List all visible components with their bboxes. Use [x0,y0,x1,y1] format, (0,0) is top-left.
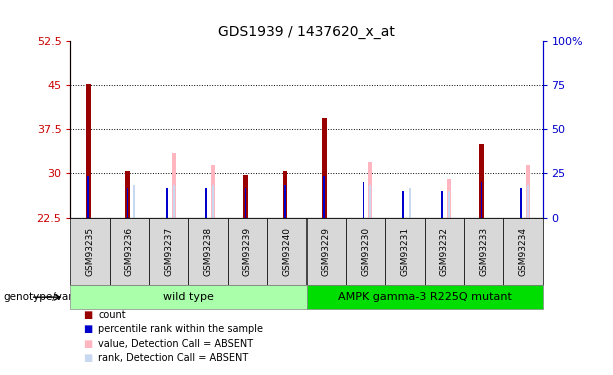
Bar [409,188,411,218]
Bar [172,153,175,218]
Text: wild type: wild type [163,292,214,302]
Text: GSM93232: GSM93232 [440,227,449,276]
Bar [520,188,522,218]
Bar [212,185,214,218]
Title: GDS1939 / 1437620_x_at: GDS1939 / 1437620_x_at [218,25,395,39]
Text: AMPK gamma-3 R225Q mutant: AMPK gamma-3 R225Q mutant [338,292,511,302]
Text: GSM93239: GSM93239 [243,226,252,276]
Bar [447,179,451,218]
Bar [166,188,168,218]
Text: GSM93230: GSM93230 [361,226,370,276]
Bar [369,185,371,218]
Bar [173,185,175,218]
Bar [448,191,450,217]
Bar [479,144,484,218]
Bar [525,165,530,218]
Bar [481,182,482,218]
Bar [205,188,207,218]
Text: GSM93235: GSM93235 [86,226,94,276]
Bar [527,185,528,218]
Text: GSM93233: GSM93233 [479,226,488,276]
Text: ■: ■ [83,324,92,334]
Bar [363,182,364,218]
Text: ■: ■ [83,353,92,363]
Text: genotype/variation: genotype/variation [3,292,102,302]
Bar [133,185,135,218]
Text: GSM93240: GSM93240 [283,227,291,276]
Bar [243,175,248,217]
Text: ■: ■ [83,310,92,320]
Text: GSM93236: GSM93236 [125,226,134,276]
Text: rank, Detection Call = ABSENT: rank, Detection Call = ABSENT [98,353,248,363]
Text: percentile rank within the sample: percentile rank within the sample [98,324,263,334]
Text: GSM93238: GSM93238 [204,226,213,276]
Text: GSM93231: GSM93231 [400,226,409,276]
Bar [86,84,91,218]
Bar [245,188,246,218]
Text: GSM93237: GSM93237 [164,226,173,276]
Bar [284,185,286,218]
Text: count: count [98,310,126,320]
Bar [368,162,372,218]
Text: GSM93229: GSM93229 [322,227,330,276]
Bar [88,176,89,218]
Bar [125,171,130,217]
Bar [211,165,215,218]
Text: value, Detection Call = ABSENT: value, Detection Call = ABSENT [98,339,253,348]
Bar [441,191,443,217]
Bar [402,191,404,217]
Bar [127,188,128,218]
Text: ■: ■ [83,339,92,348]
Bar [324,176,325,218]
Text: GSM93234: GSM93234 [519,227,527,276]
Bar [322,118,327,218]
Bar [283,171,287,217]
